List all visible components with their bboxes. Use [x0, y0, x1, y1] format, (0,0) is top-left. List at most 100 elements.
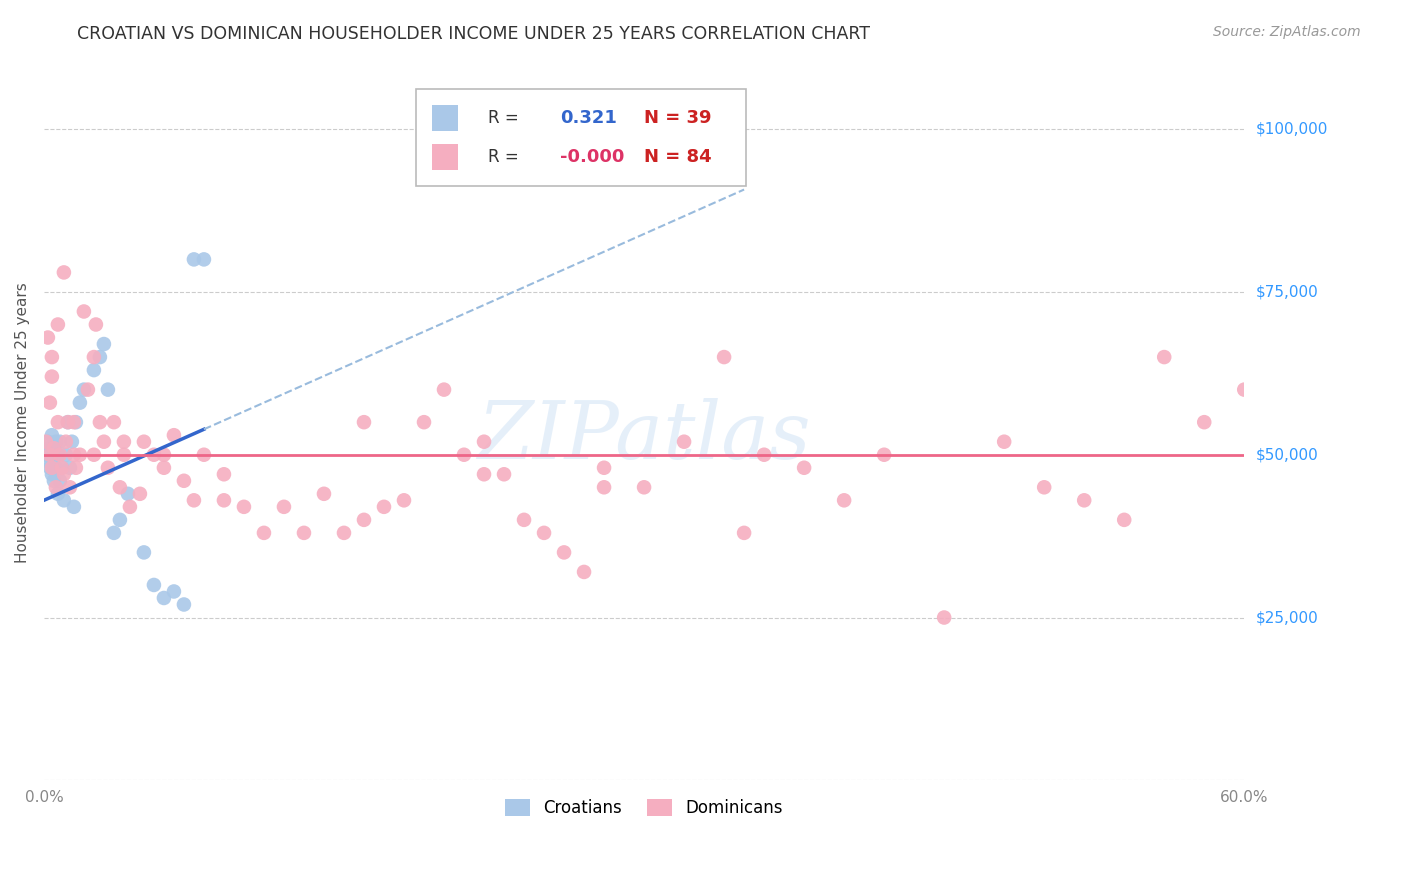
Point	[233, 500, 256, 514]
Point	[183, 493, 205, 508]
Point	[153, 591, 176, 605]
Point	[56, 415, 79, 429]
Point	[193, 448, 215, 462]
Point	[153, 448, 176, 462]
Point	[59, 480, 82, 494]
Text: -0.000: -0.000	[560, 148, 624, 166]
Point	[373, 500, 395, 514]
Point	[1153, 350, 1175, 364]
Point	[56, 415, 79, 429]
Point	[713, 350, 735, 364]
Point	[38, 441, 60, 455]
Point	[392, 493, 415, 508]
Point	[492, 467, 515, 482]
Y-axis label: Householder Income Under 25 years: Householder Income Under 25 years	[15, 282, 30, 563]
Point	[35, 448, 58, 462]
Point	[51, 460, 73, 475]
Point	[51, 460, 73, 475]
Point	[513, 513, 536, 527]
Point	[97, 383, 120, 397]
Point	[49, 448, 72, 462]
Point	[46, 487, 69, 501]
Point	[49, 434, 72, 449]
Text: ZIPatlas: ZIPatlas	[477, 398, 811, 475]
Point	[292, 525, 315, 540]
Point	[46, 448, 69, 462]
Point	[183, 252, 205, 267]
Point	[793, 460, 815, 475]
Point	[73, 304, 96, 318]
Point	[93, 434, 115, 449]
Point	[63, 500, 86, 514]
Point	[46, 415, 69, 429]
Point	[38, 395, 60, 409]
Point	[63, 415, 86, 429]
Point	[733, 525, 755, 540]
Point	[1114, 513, 1136, 527]
Point	[83, 448, 105, 462]
Point	[163, 584, 186, 599]
Point	[533, 525, 555, 540]
FancyBboxPatch shape	[416, 89, 747, 186]
Point	[132, 545, 155, 559]
Point	[89, 350, 111, 364]
Legend: Croatians, Dominicans: Croatians, Dominicans	[496, 791, 792, 826]
Point	[433, 383, 456, 397]
Point	[103, 525, 125, 540]
Text: Source: ZipAtlas.com: Source: ZipAtlas.com	[1213, 25, 1361, 39]
Point	[37, 434, 59, 449]
Point	[41, 460, 63, 475]
Point	[42, 448, 65, 462]
Point	[97, 460, 120, 475]
Point	[193, 252, 215, 267]
Point	[42, 441, 65, 455]
Point	[353, 513, 375, 527]
Point	[413, 415, 436, 429]
Point	[1192, 415, 1215, 429]
Point	[52, 467, 75, 482]
Point	[83, 363, 105, 377]
Point	[45, 480, 67, 494]
Point	[55, 448, 77, 462]
Point	[212, 467, 235, 482]
FancyBboxPatch shape	[432, 105, 458, 130]
Point	[993, 434, 1015, 449]
Point	[472, 434, 495, 449]
Point	[84, 318, 107, 332]
Point	[69, 395, 91, 409]
Point	[52, 493, 75, 508]
Point	[38, 448, 60, 462]
Point	[65, 460, 87, 475]
Text: CROATIAN VS DOMINICAN HOUSEHOLDER INCOME UNDER 25 YEARS CORRELATION CHART: CROATIAN VS DOMINICAN HOUSEHOLDER INCOME…	[77, 25, 870, 43]
Point	[69, 448, 91, 462]
Point	[63, 448, 86, 462]
Point	[353, 415, 375, 429]
Text: $100,000: $100,000	[1256, 121, 1327, 136]
Point	[832, 493, 855, 508]
Point	[52, 265, 75, 279]
Point	[41, 467, 63, 482]
Point	[153, 460, 176, 475]
Point	[41, 428, 63, 442]
Point	[273, 500, 295, 514]
Point	[49, 474, 72, 488]
Point	[593, 480, 616, 494]
Point	[142, 448, 165, 462]
Point	[752, 448, 775, 462]
Point	[41, 350, 63, 364]
Point	[55, 434, 77, 449]
Point	[118, 500, 141, 514]
Point	[312, 487, 335, 501]
Text: N = 39: N = 39	[644, 109, 711, 127]
Point	[108, 513, 131, 527]
Point	[45, 460, 67, 475]
Point	[37, 454, 59, 468]
Point	[633, 480, 655, 494]
Point	[112, 434, 135, 449]
Point	[132, 434, 155, 449]
Point	[77, 383, 100, 397]
Point	[83, 350, 105, 364]
Text: 0.321: 0.321	[560, 109, 617, 127]
Point	[93, 337, 115, 351]
Point	[173, 598, 195, 612]
